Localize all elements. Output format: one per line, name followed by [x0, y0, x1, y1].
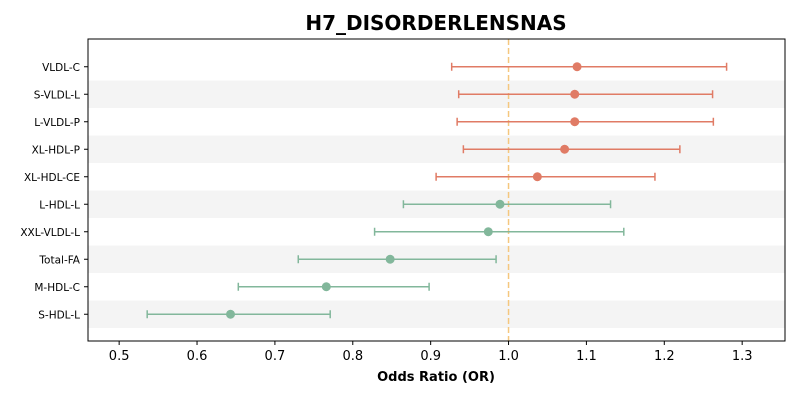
or-point — [495, 199, 505, 209]
x-tick-label: 0.7 — [265, 349, 286, 364]
y-tick-label: S-HDL-L — [38, 309, 80, 321]
x-tick-label: 1.2 — [654, 349, 675, 364]
or-point — [570, 117, 580, 127]
or-point — [532, 172, 542, 182]
x-tick-label: 0.9 — [420, 349, 441, 364]
y-tick-label: L-VLDL-P — [34, 117, 80, 129]
x-tick-label: 0.5 — [109, 349, 130, 364]
chart-title: H7_DISORDERLENSNAS — [305, 11, 566, 35]
y-tick-label: S-VLDL-L — [34, 89, 80, 101]
or-point — [226, 309, 236, 319]
x-tick-label: 1.1 — [576, 349, 597, 364]
y-tick-label: XXL-VLDL-L — [20, 227, 80, 239]
y-tick-label: L-HDL-L — [39, 199, 80, 211]
data-marks — [146, 62, 728, 319]
x-axis: 0.5 0.6 0.7 0.8 0.9 1.0 1.1 1.2 1.3 — [109, 341, 753, 364]
or-point — [321, 282, 331, 292]
y-tick-label: M-HDL-C — [34, 282, 80, 294]
or-point — [570, 89, 580, 99]
y-tick-label: Total-FA — [38, 254, 80, 266]
y-axis: VLDL-C S-VLDL-L L-VLDL-P XL-HDL-P XL-HDL-CE L… — [20, 62, 88, 321]
y-tick-label: VLDL-C — [42, 62, 80, 74]
x-tick-label: 0.6 — [187, 349, 208, 364]
x-tick-label: 1.3 — [732, 349, 753, 364]
x-axis-label: Odds Ratio (OR) — [377, 370, 495, 385]
or-point — [385, 254, 395, 264]
x-tick-label: 0.8 — [342, 349, 363, 364]
y-tick-label: XL-HDL-CE — [24, 172, 80, 184]
or-point — [560, 144, 570, 154]
y-tick-label: XL-HDL-P — [32, 144, 80, 156]
or-point — [483, 227, 493, 237]
or-point — [572, 62, 582, 72]
x-tick-label: 1.0 — [498, 349, 519, 364]
plot-frame — [87, 38, 786, 342]
